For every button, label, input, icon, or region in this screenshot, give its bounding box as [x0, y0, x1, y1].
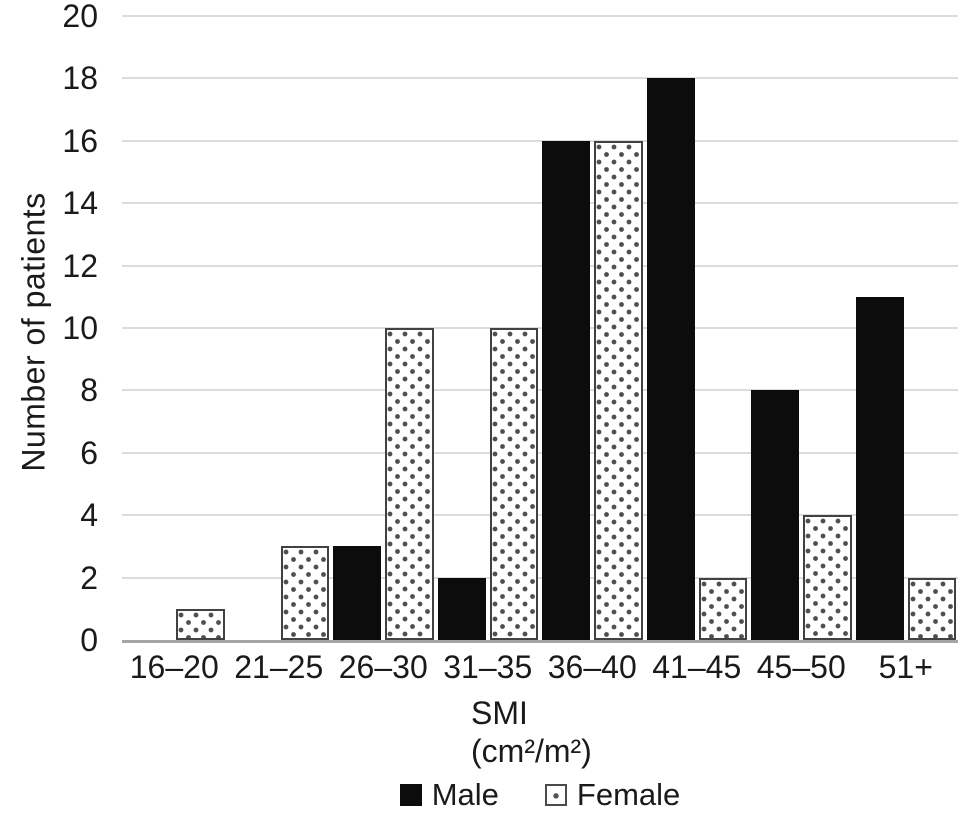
female-bar-slot [488, 16, 540, 640]
male-bar-slot [122, 16, 174, 640]
gridline [122, 139, 958, 142]
male-bar-slot [540, 16, 592, 640]
male-bar-slot [331, 16, 383, 640]
male-bar-slot [436, 16, 488, 640]
male-bar [646, 78, 695, 640]
y-tick-label: 0 [80, 622, 98, 658]
x-axis-tick-labels: 16–20 21–25 26–30 31–35 36–40 41–45 45–50 51+ [122, 648, 958, 686]
male-bar-slot [854, 16, 906, 640]
male-bar [542, 140, 591, 640]
male-bar-slot [645, 16, 697, 640]
gridline [122, 77, 958, 80]
gridline [122, 15, 958, 17]
y-tick-label: 6 [80, 434, 98, 471]
y-tick-label: 8 [80, 372, 98, 409]
male-legend-swatch [399, 784, 422, 806]
x-tick-label: 45–50 [756, 649, 846, 685]
legend-item-male: Male [399, 777, 499, 813]
y-tick-label: 16 [62, 122, 98, 159]
x-tick-label: 16–20 [129, 649, 219, 685]
legend-item-female: Female [544, 777, 681, 813]
gridline [122, 576, 958, 579]
legend-label: Male [431, 777, 499, 812]
gridline [122, 264, 958, 267]
legend: Male Female [122, 774, 958, 816]
x-axis-title-line1: SMI [471, 695, 528, 731]
x-tick-label: 21–25 [234, 649, 324, 685]
male-bar [751, 390, 800, 640]
bar-group [854, 16, 959, 640]
female-bar [489, 328, 538, 640]
gridline [122, 451, 958, 454]
x-axis-title-line2: (cm²/m²) [471, 733, 592, 769]
female-bar-slot [383, 16, 435, 640]
x-tick-label: 31–35 [443, 649, 533, 685]
female-bar-slot [592, 16, 644, 640]
female-bar-slot [697, 16, 749, 640]
bar-groups [122, 16, 958, 640]
y-tick-label: 14 [62, 185, 98, 222]
y-tick-label: 4 [80, 497, 98, 534]
female-bar [698, 577, 747, 640]
female-bar [907, 577, 956, 640]
gridline [122, 327, 958, 329]
y-tick-label: 18 [62, 60, 98, 97]
gridline [122, 514, 958, 517]
y-tick-label: 20 [62, 0, 98, 34]
x-tick-label: 36–40 [547, 649, 637, 685]
female-bar [176, 608, 225, 640]
bar-group [749, 16, 854, 640]
x-tick-label: 41–45 [652, 649, 742, 685]
female-legend-swatch [544, 784, 567, 806]
y-axis-tick-labels: 0 2 4 6 8 10 12 14 16 18 20 [0, 0, 106, 658]
male-bar [437, 577, 486, 640]
y-tick-label: 10 [62, 310, 98, 346]
x-axis-title: SMI (cm²/m²) [471, 694, 592, 770]
male-bar-slot [749, 16, 801, 640]
female-bar-slot [279, 16, 331, 640]
legend-label: Female [576, 777, 681, 812]
female-bar [280, 546, 329, 640]
female-bar-slot [801, 16, 853, 640]
gridline [122, 202, 958, 205]
female-bar [594, 140, 643, 640]
bar-group [645, 16, 750, 640]
bar-group [122, 16, 227, 640]
male-bar-slot [227, 16, 279, 640]
plot-area [122, 15, 958, 643]
female-bar [385, 328, 434, 640]
bar-group [540, 16, 645, 640]
gridline [122, 389, 958, 392]
y-tick-label: 12 [62, 247, 98, 284]
male-bar [333, 546, 382, 640]
female-bar [803, 515, 852, 640]
x-tick-label: 26–30 [338, 649, 428, 685]
bar-group [227, 16, 332, 640]
bar-group [436, 16, 541, 640]
y-tick-label: 2 [80, 559, 98, 596]
female-bar-slot [906, 16, 958, 640]
male-bar [855, 296, 904, 640]
female-bar-slot [174, 16, 226, 640]
bar-group [331, 16, 436, 640]
x-tick-label: 51+ [878, 649, 933, 685]
